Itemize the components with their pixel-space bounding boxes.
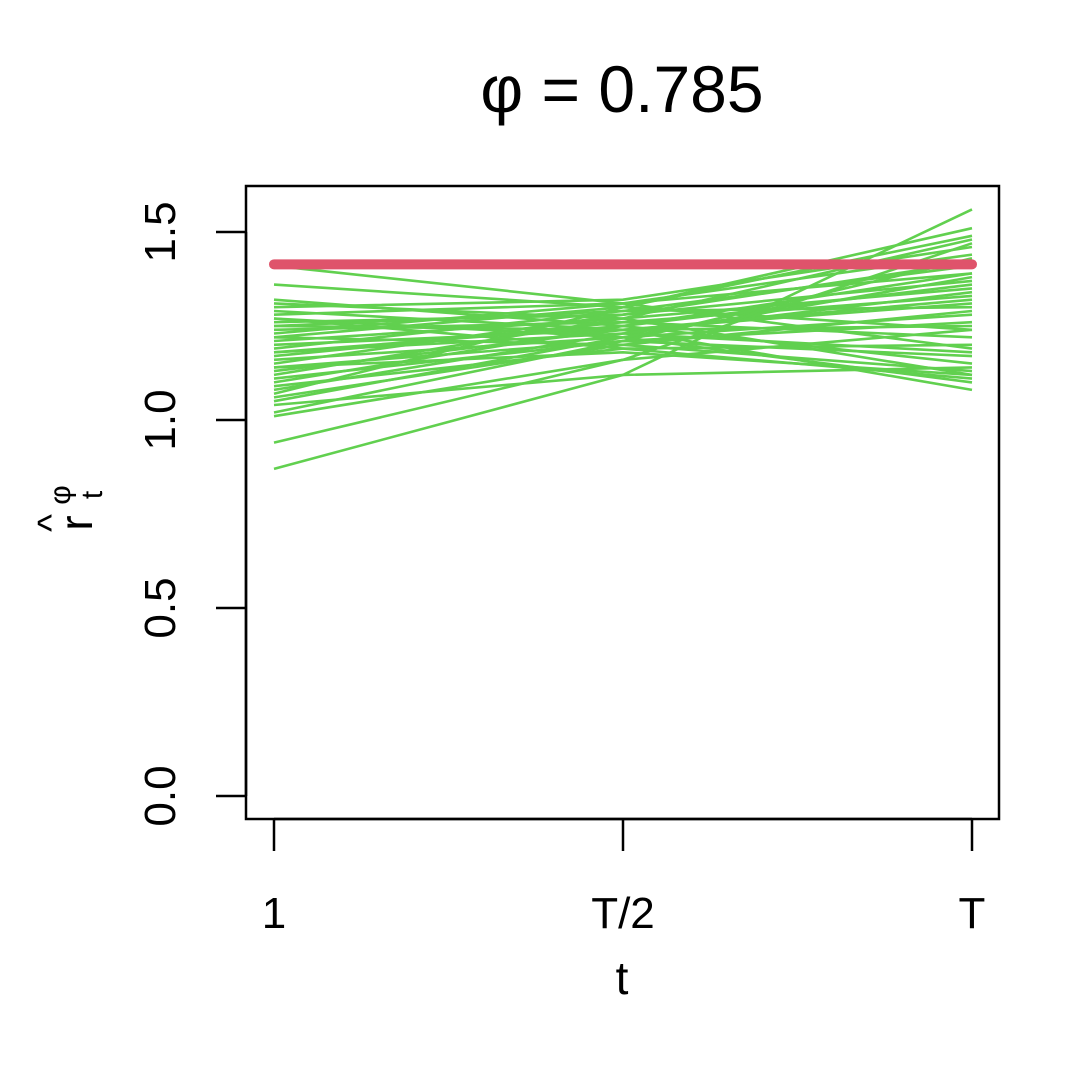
simulation-lines-group bbox=[273, 208, 973, 471]
y-tick-label-1: 0.0 bbox=[136, 765, 185, 826]
y-axis-label-main: r bbox=[50, 515, 102, 530]
y-axis: 0.0 0.5 1.0 1.5 bbox=[136, 201, 248, 827]
simulation-line-39 bbox=[273, 339, 973, 369]
y-tick-label-2: 0.5 bbox=[136, 577, 185, 638]
x-axis: 1 T/2 T bbox=[262, 817, 986, 938]
simulation-line-20 bbox=[273, 260, 973, 365]
x-tick-label-1: 1 bbox=[262, 889, 286, 938]
x-axis-label: t bbox=[616, 952, 629, 1004]
chart-title: φ = 0.785 bbox=[480, 52, 763, 126]
y-axis-label: ^ r φ t bbox=[31, 485, 109, 532]
simulation-line-40 bbox=[273, 298, 973, 332]
simulation-line-30 bbox=[273, 275, 973, 403]
y-axis-label-hat: ^ bbox=[31, 514, 73, 532]
x-tick-label-2: T/2 bbox=[591, 889, 655, 938]
simulation-line-38 bbox=[273, 272, 973, 354]
x-tick-label-3: T bbox=[959, 889, 986, 938]
y-axis-label-subscript: t bbox=[76, 490, 109, 499]
y-tick-label-3: 1.0 bbox=[136, 389, 185, 450]
simulation-line-27 bbox=[273, 290, 973, 392]
simulation-line-12 bbox=[273, 253, 973, 335]
y-axis-label-superscript: φ bbox=[44, 485, 77, 504]
y-tick-label-4: 1.5 bbox=[136, 201, 185, 262]
simulation-line-34 bbox=[273, 242, 973, 444]
